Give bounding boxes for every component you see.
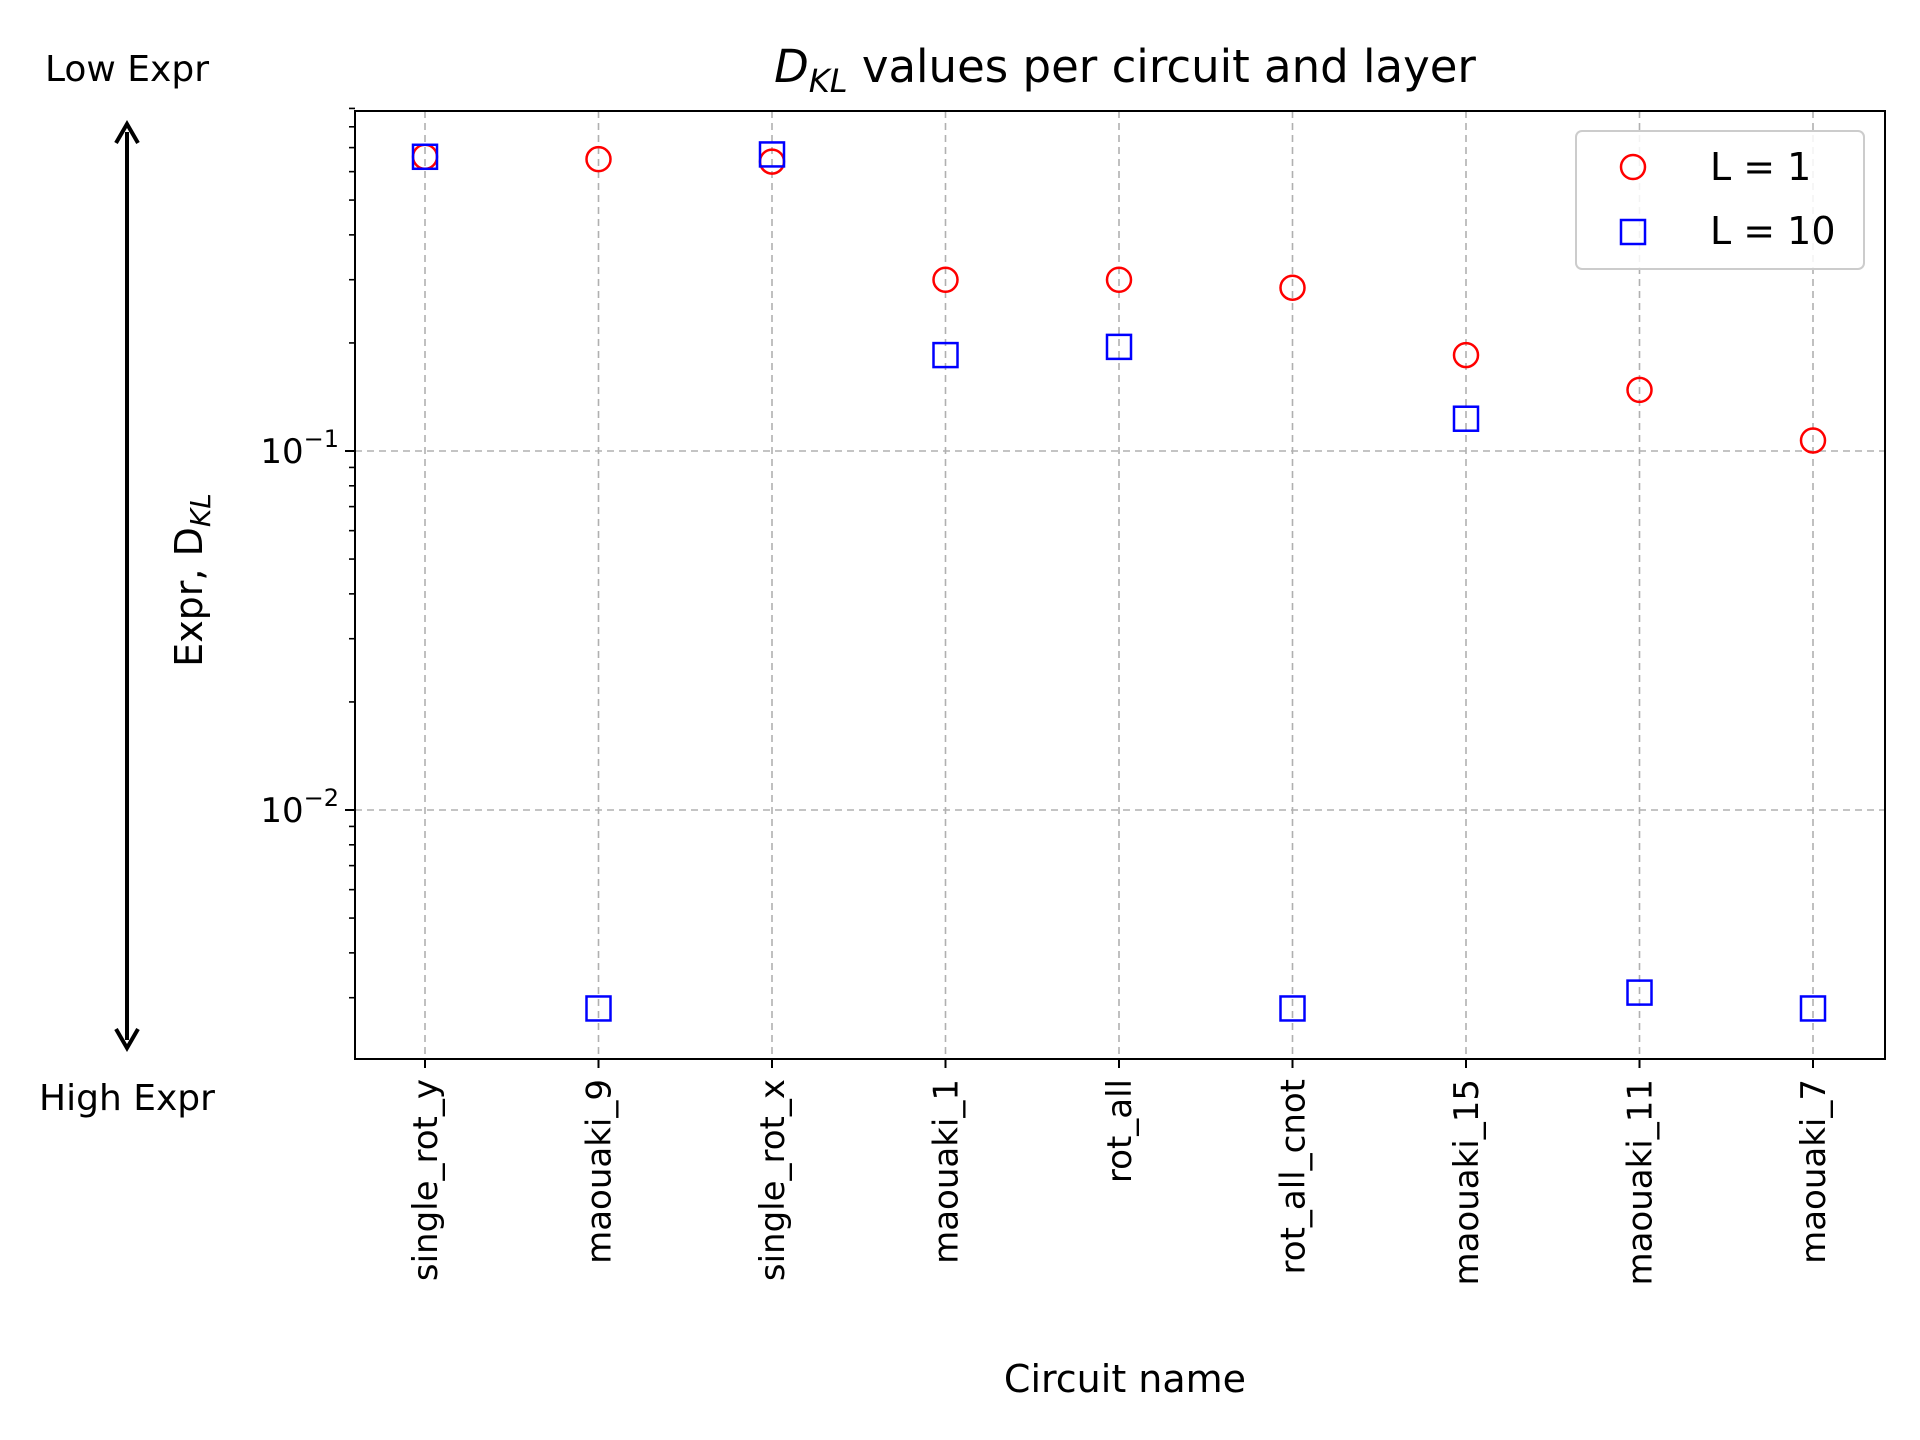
data-point-l1-rot_all_cnot: [1279, 274, 1306, 301]
data-point-l10-single_rot_y: [411, 143, 439, 171]
x-tick-label: maouaki_9: [580, 1079, 620, 1264]
x-tick-label: maouaki_15: [1447, 1079, 1487, 1286]
x-tick-label: rot_all: [1100, 1079, 1140, 1183]
data-point-l10-single_rot_x: [758, 141, 786, 168]
data-point-l1-maouaki_7: [1799, 427, 1827, 454]
axis-ticks: single_rot_y maouaki_9 single_rot_x maouaki…: [260, 107, 1834, 1286]
x-axis-label: Circuit name: [1004, 1357, 1246, 1401]
y-tick-label: 10−1: [260, 425, 339, 472]
x-tick-label: maouaki_7: [1794, 1079, 1834, 1264]
x-tick-label: single_rot_x: [753, 1079, 793, 1281]
legend: L = 1 L = 10: [1575, 130, 1865, 270]
x-tick-label: maouaki_1: [927, 1079, 967, 1264]
data-point-l10-maouaki_1: [932, 341, 959, 369]
data-point-l10-maouaki_11: [1626, 979, 1653, 1006]
y-tick-label: 10−2: [260, 784, 339, 831]
high-expr-label: High Expr: [39, 1078, 215, 1119]
data-point-l1-maouaki_15: [1452, 341, 1480, 369]
data-point-l1-rot_all: [1105, 266, 1133, 293]
data-point-l10-maouaki_7: [1799, 995, 1827, 1022]
data-points: [411, 141, 1827, 1022]
legend-box: [1575, 130, 1865, 270]
data-point-l10-maouaki_9: [585, 995, 612, 1022]
legend-marker-l10: [1619, 218, 1647, 246]
data-point-l1-maouaki_1: [932, 266, 959, 293]
data-point-l10-maouaki_15: [1452, 405, 1480, 432]
legend-label-l10: L = 10: [1710, 209, 1836, 253]
x-tick-label: maouaki_11: [1621, 1079, 1661, 1286]
y-axis-label: Expr, DKL: [167, 493, 217, 667]
x-tick-label: rot_all_cnot: [1274, 1079, 1314, 1274]
plot-frame: [354, 110, 1886, 1060]
data-point-l1-maouaki_9: [585, 145, 612, 173]
low-expr-label: Low Expr: [45, 49, 209, 90]
x-tick-label: single_rot_y: [406, 1079, 446, 1281]
data-point-l10-rot_all_cnot: [1279, 995, 1306, 1022]
expressibility-arrow: [114, 120, 140, 1052]
chart-title: DKL values per circuit and layer: [774, 40, 1476, 100]
legend-marker-l1: [1619, 153, 1647, 181]
legend-label-l1: L = 1: [1710, 145, 1811, 189]
data-point-l1-maouaki_11: [1626, 376, 1653, 404]
data-point-l10-rot_all: [1105, 333, 1133, 361]
